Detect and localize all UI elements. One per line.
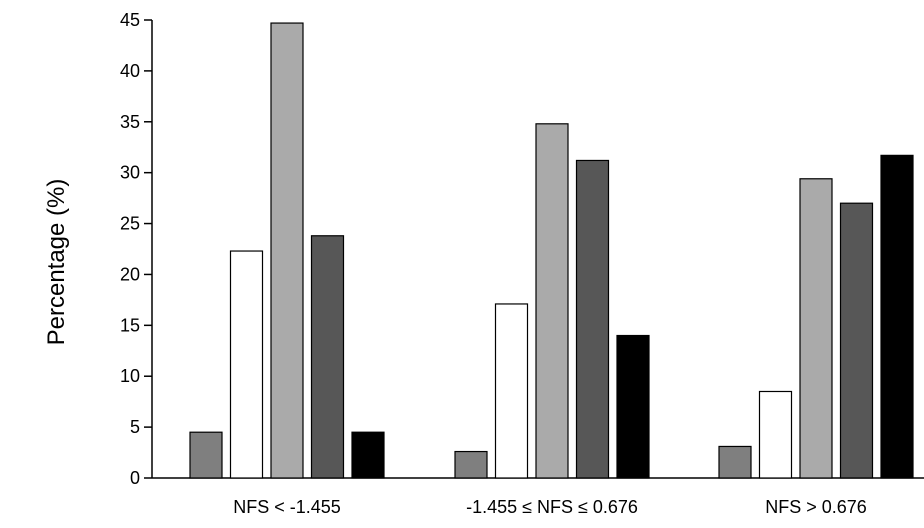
bar [351, 431, 385, 479]
bar [310, 235, 345, 479]
bar [494, 303, 529, 479]
y-ticks: 0 5 10 15 20 25 30 35 40 45 [120, 10, 152, 488]
bar [454, 450, 488, 479]
bar [270, 22, 304, 479]
y-tick-label: 15 [120, 315, 140, 335]
x-tick-label: NFS < -1.455 [233, 497, 341, 517]
bar [616, 334, 650, 479]
bar [718, 445, 752, 479]
y-tick-label: 20 [120, 264, 140, 284]
bar [758, 390, 793, 479]
y-tick-label: 25 [120, 214, 140, 234]
x-tick-label: -1.455 ≤ NFS ≤ 0.676 [466, 497, 638, 517]
y-axis-title: Percentage (%) [43, 179, 70, 346]
y-tick-label: 30 [120, 163, 140, 183]
y-tick-label: 45 [120, 10, 140, 30]
bar [535, 123, 569, 479]
bar [880, 154, 914, 479]
x-tick-labels: NFS < -1.455 -1.455 ≤ NFS ≤ 0.676 NFS > 0.… [233, 497, 867, 517]
y-tick-label: 10 [120, 366, 140, 386]
bar [839, 202, 874, 479]
y-tick-label: 40 [120, 61, 140, 81]
bar [229, 250, 264, 479]
bar [799, 178, 833, 479]
bar [575, 159, 610, 479]
x-tick-label: NFS > 0.676 [765, 497, 867, 517]
y-tick-label: 35 [120, 112, 140, 132]
y-tick-label: 0 [130, 468, 140, 488]
bars [189, 22, 914, 479]
bar [189, 431, 223, 479]
y-tick-label: 5 [130, 417, 140, 437]
